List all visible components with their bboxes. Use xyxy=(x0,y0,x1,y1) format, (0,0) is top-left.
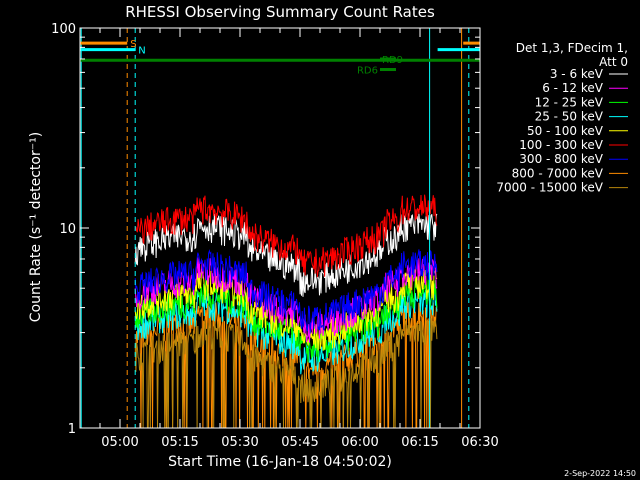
legend-entry-label: 100 - 300 keV xyxy=(519,138,603,152)
legend-entry-label: 3 - 6 keV xyxy=(550,67,604,81)
x-tick-label: 05:45 xyxy=(281,435,318,450)
x-tick-label: 05:15 xyxy=(161,435,198,450)
x-axis-label: Start Time (16-Jan-18 04:50:02) xyxy=(168,454,392,470)
series-line xyxy=(134,249,438,334)
x-tick-label: 06:00 xyxy=(341,435,378,450)
x-tick-label: 05:30 xyxy=(221,435,258,450)
chart-title: RHESSI Observing Summary Count Rates xyxy=(125,3,435,21)
legend-entry-label: 50 - 100 keV xyxy=(527,124,604,138)
series-line xyxy=(134,318,438,429)
y-tick-label: 10 xyxy=(59,222,76,237)
y-tick-label: 1 xyxy=(68,422,76,437)
flag-label: N xyxy=(138,46,145,57)
series-line xyxy=(134,194,438,278)
legend-entry-label: 7000 - 15000 keV xyxy=(496,181,603,195)
series-12-25-kev xyxy=(134,278,438,363)
legend-header: Det 1,3, FDecim 1, xyxy=(516,41,628,55)
legend-entry-label: 25 - 50 keV xyxy=(535,110,604,124)
y-tick-label: 100 xyxy=(51,22,76,37)
legend-entry-label: 300 - 800 keV xyxy=(519,152,603,166)
legend-header: Att 0 xyxy=(599,55,628,69)
flag-label: RD6 xyxy=(357,66,378,77)
x-tick-label: 06:30 xyxy=(461,435,498,450)
legend-entry-label: 6 - 12 keV xyxy=(542,81,604,95)
data-layer xyxy=(134,194,438,429)
flag-label: RD9 xyxy=(382,55,403,66)
y-axis: 1 10 100 xyxy=(51,22,480,437)
flag-label: S xyxy=(130,39,136,50)
legend-entry-label: 800 - 7000 keV xyxy=(512,166,604,180)
y-axis-label: Count Rate (s⁻¹ detector⁻¹) xyxy=(28,132,44,322)
series-300-800-kev xyxy=(134,249,438,334)
series-line xyxy=(134,278,438,363)
legend-entry-label: 12 - 25 keV xyxy=(535,95,604,109)
x-tick-label: 06:15 xyxy=(401,435,438,450)
series-3-6-kev xyxy=(134,212,438,297)
annotation-layer: SN RD9 RD6 xyxy=(80,28,480,428)
x-axis: 05:00 05:15 05:30 05:45 06:00 06:15 06:30 xyxy=(79,28,499,450)
series-line xyxy=(134,212,438,297)
x-tick-label: 05:00 xyxy=(101,435,138,450)
series-7000-15000-kev xyxy=(134,318,438,429)
series-100-300-kev xyxy=(134,194,438,278)
timestamp-label: 2-Sep-2022 14:50 xyxy=(564,469,636,478)
